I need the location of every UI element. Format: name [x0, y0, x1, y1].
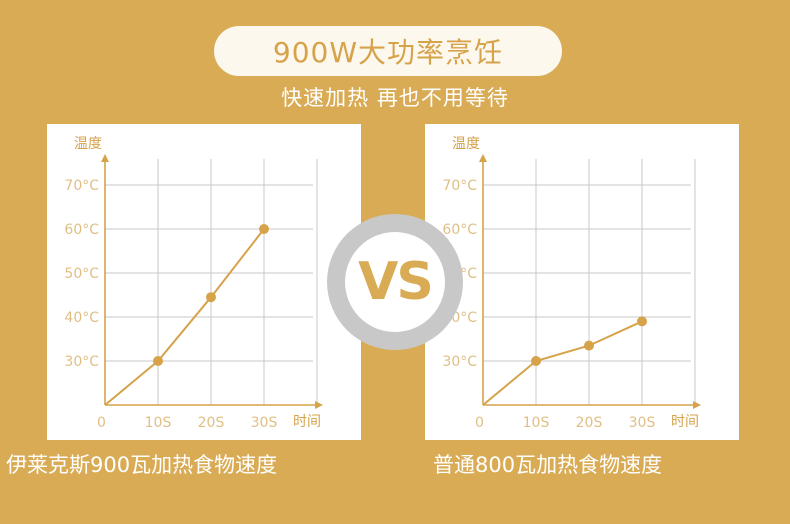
- y-tick-label: 30°C: [64, 354, 99, 370]
- y-tick-label: 70°C: [64, 178, 99, 194]
- y-axis-arrow: [479, 154, 487, 162]
- x-tick-label: 30S: [629, 415, 656, 431]
- y-tick-label: 60°C: [442, 222, 477, 238]
- y-tick-label: 50°C: [64, 266, 99, 282]
- x-axis-arrow: [315, 401, 323, 409]
- data-point: [584, 340, 594, 351]
- x-tick-label: 10S: [145, 415, 172, 431]
- x-tick-label: 20S: [198, 415, 225, 431]
- headline-text: 900W大功率烹饪: [272, 36, 504, 69]
- x-tick-label: 30S: [251, 415, 278, 431]
- origin-label: 0: [475, 415, 484, 431]
- data-line: [482, 320, 643, 406]
- vs-badge: VS: [327, 214, 463, 350]
- data-point: [259, 224, 269, 234]
- caption-electrolux: 伊莱克斯900瓦加热食物速度: [6, 453, 278, 477]
- y-tick-label: 30°C: [442, 354, 477, 370]
- vs-badge-inner: VS: [345, 232, 445, 332]
- x-axis-label: 时间: [671, 414, 699, 430]
- data-point: [153, 356, 163, 366]
- y-tick-label: 40°C: [64, 310, 99, 326]
- vs-text: VS: [358, 252, 434, 312]
- x-tick-label: 10S: [523, 415, 550, 431]
- y-axis-label: 温度: [74, 136, 102, 152]
- y-axis-arrow: [101, 154, 109, 162]
- x-axis-label: 时间: [293, 414, 321, 430]
- y-axis-label: 温度: [452, 136, 480, 152]
- origin-label: 0: [97, 415, 106, 431]
- data-point: [206, 292, 216, 303]
- caption-ordinary: 普通800瓦加热食物速度: [433, 453, 663, 477]
- y-tick-label: 70°C: [442, 178, 477, 194]
- x-axis-arrow: [693, 401, 701, 409]
- headline-pill: 900W大功率烹饪: [214, 26, 562, 76]
- data-point: [637, 316, 647, 327]
- data-line: [104, 228, 265, 406]
- chart-panel-electrolux: 温度时间 0 30°C 40°C 50°C 60°C 70°C 10S 20S 30S: [47, 124, 361, 440]
- data-point: [531, 356, 541, 366]
- x-tick-label: 20S: [576, 415, 603, 431]
- subtitle: 快速加热 再也不用等待: [281, 86, 509, 110]
- y-tick-label: 60°C: [64, 222, 99, 238]
